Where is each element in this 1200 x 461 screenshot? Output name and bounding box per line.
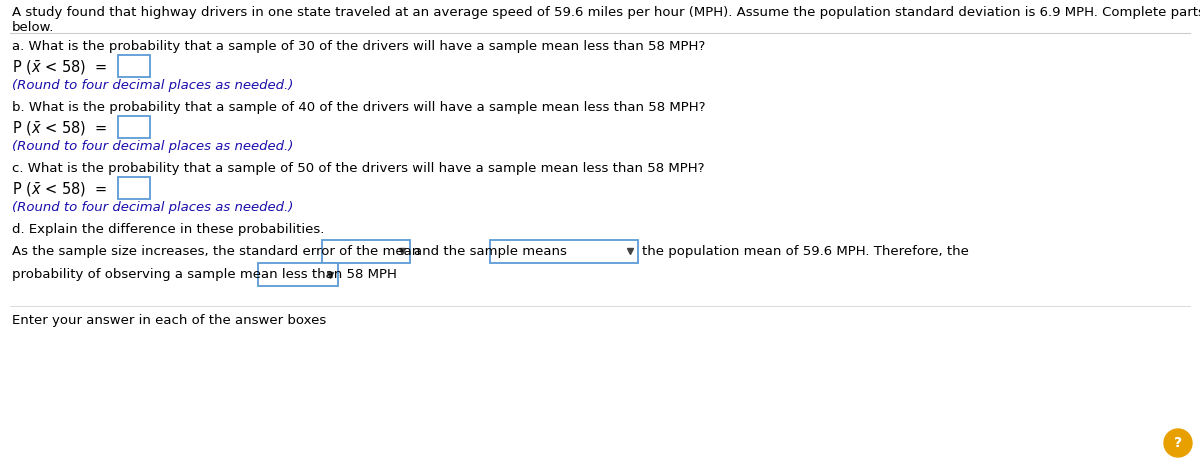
- Text: (Round to four decimal places as needed.): (Round to four decimal places as needed.…: [12, 201, 293, 214]
- Text: a. What is the probability that a sample of 30 of the drivers will have a sample: a. What is the probability that a sample…: [12, 40, 706, 53]
- Text: P ($\bar{x}$ < 58)  =: P ($\bar{x}$ < 58) =: [12, 181, 108, 199]
- Text: c. What is the probability that a sample of 50 of the drivers will have a sample: c. What is the probability that a sample…: [12, 162, 704, 175]
- Text: the population mean of 59.6 MPH. Therefore, the: the population mean of 59.6 MPH. Therefo…: [642, 245, 968, 258]
- Bar: [118, 55, 150, 77]
- Text: As the sample size increases, the standard error of the mean: As the sample size increases, the standa…: [12, 245, 420, 258]
- Bar: [258, 263, 338, 286]
- Text: P ($\bar{x}$ < 58)  =: P ($\bar{x}$ < 58) =: [12, 120, 108, 138]
- Text: (Round to four decimal places as needed.): (Round to four decimal places as needed.…: [12, 140, 293, 153]
- Bar: [118, 116, 150, 138]
- Text: below.: below.: [12, 21, 54, 34]
- Text: and the sample means: and the sample means: [414, 245, 566, 258]
- Bar: [490, 240, 638, 263]
- Text: probability of observing a sample mean less than 58 MPH: probability of observing a sample mean l…: [12, 268, 397, 281]
- Text: b. What is the probability that a sample of 40 of the drivers will have a sample: b. What is the probability that a sample…: [12, 101, 706, 114]
- Text: ?: ?: [1174, 436, 1182, 450]
- Text: A study found that highway drivers in one state traveled at an average speed of : A study found that highway drivers in on…: [12, 6, 1200, 19]
- Bar: [118, 177, 150, 199]
- Text: d. Explain the difference in these probabilities.: d. Explain the difference in these proba…: [12, 223, 324, 236]
- Circle shape: [1164, 429, 1192, 457]
- Bar: [322, 240, 410, 263]
- Text: Enter your answer in each of the answer boxes: Enter your answer in each of the answer …: [12, 314, 326, 327]
- Text: P ($\bar{x}$ < 58)  =: P ($\bar{x}$ < 58) =: [12, 59, 108, 77]
- Text: (Round to four decimal places as needed.): (Round to four decimal places as needed.…: [12, 79, 293, 92]
